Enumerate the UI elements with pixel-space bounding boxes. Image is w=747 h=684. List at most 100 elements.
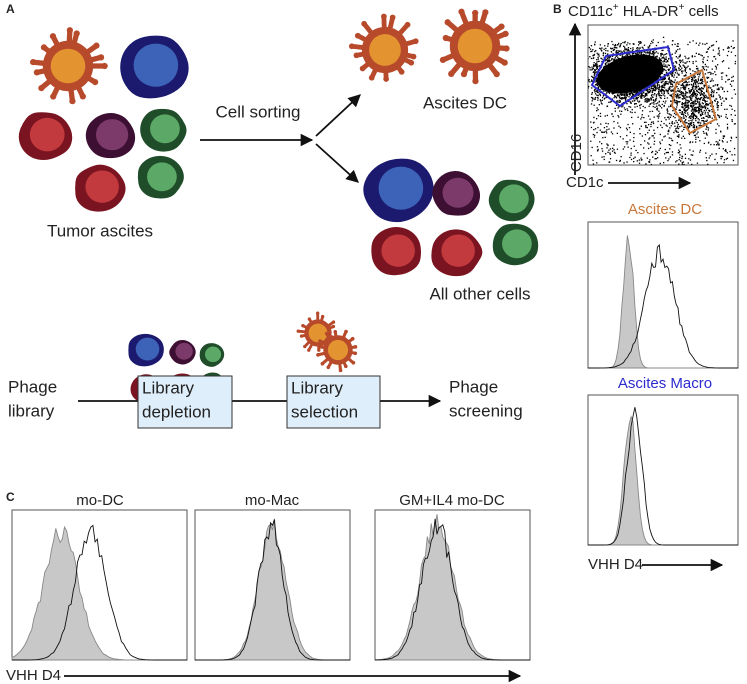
dot (638, 162, 641, 164)
dot (605, 122, 607, 124)
dot (609, 158, 612, 160)
dot (709, 116, 711, 119)
dot (667, 110, 669, 112)
dot (688, 57, 690, 59)
dendrite-tip (30, 58, 37, 66)
dot (594, 98, 596, 100)
dot (659, 162, 661, 165)
dot (677, 45, 679, 47)
dot (692, 111, 694, 113)
dot (693, 100, 695, 103)
dot (596, 90, 598, 92)
dot (675, 61, 677, 63)
dot (640, 96, 643, 98)
dot (591, 68, 593, 70)
dot (614, 43, 617, 46)
dot (705, 106, 707, 108)
dot (666, 97, 669, 99)
dot (618, 50, 621, 52)
dot (717, 114, 719, 116)
dot (696, 162, 699, 164)
dot (724, 149, 726, 152)
dot (592, 122, 595, 124)
dot (588, 84, 589, 86)
dot (676, 121, 678, 124)
dot (664, 77, 666, 80)
dot (668, 106, 670, 108)
dot (714, 55, 716, 58)
dot (684, 81, 687, 83)
dot (716, 88, 718, 90)
nucleus (204, 346, 222, 363)
dot (666, 83, 668, 85)
dot (673, 131, 675, 134)
dot (687, 105, 689, 107)
dot (647, 115, 650, 117)
dot (597, 149, 599, 152)
dot (684, 94, 687, 96)
dot (654, 84, 656, 86)
dot (595, 71, 597, 73)
dot (684, 70, 687, 72)
dot (644, 94, 647, 96)
dot (677, 57, 679, 59)
dendrite-tip (317, 348, 321, 352)
dot (654, 89, 657, 92)
dot (686, 96, 688, 98)
dot (586, 50, 587, 51)
dot (695, 126, 698, 129)
dot (624, 99, 627, 101)
dot (705, 152, 707, 154)
dot (689, 142, 691, 144)
dot (613, 127, 615, 129)
dendrite-tip (353, 351, 358, 356)
dot (734, 60, 737, 63)
dot (630, 47, 632, 50)
dot (702, 103, 704, 105)
dot (584, 68, 585, 69)
dot (659, 58, 662, 60)
dot (675, 51, 677, 53)
dot (634, 99, 636, 102)
dot (670, 100, 672, 102)
dot (633, 91, 635, 93)
dot (663, 63, 665, 65)
dot (712, 80, 714, 82)
dot (639, 41, 641, 43)
dot (705, 103, 707, 105)
dot (630, 147, 632, 150)
dot (606, 57, 608, 59)
dot (650, 97, 652, 99)
dot (618, 42, 620, 45)
dot (723, 100, 725, 102)
dot (664, 81, 667, 83)
dot (629, 94, 631, 96)
stain-histogram (12, 524, 187, 661)
dot (668, 64, 670, 67)
dot (671, 74, 673, 76)
dot (662, 68, 664, 70)
dot (582, 52, 583, 53)
dot (661, 53, 664, 55)
dot (650, 42, 652, 45)
dot (682, 161, 685, 163)
dot (688, 158, 690, 160)
dot (685, 110, 687, 112)
dot (635, 149, 637, 152)
dot (697, 83, 699, 85)
dot (606, 132, 608, 134)
dot (590, 50, 592, 53)
dot (664, 87, 666, 89)
dot (669, 82, 671, 84)
dot (681, 84, 683, 86)
dot (688, 96, 691, 98)
dot (605, 64, 607, 67)
dot (730, 137, 733, 139)
dot (692, 75, 695, 77)
dot (694, 71, 696, 73)
dot (699, 103, 702, 105)
dot (588, 87, 589, 89)
dot (645, 163, 647, 165)
dendrite-tip (344, 329, 348, 334)
dot (629, 111, 632, 113)
